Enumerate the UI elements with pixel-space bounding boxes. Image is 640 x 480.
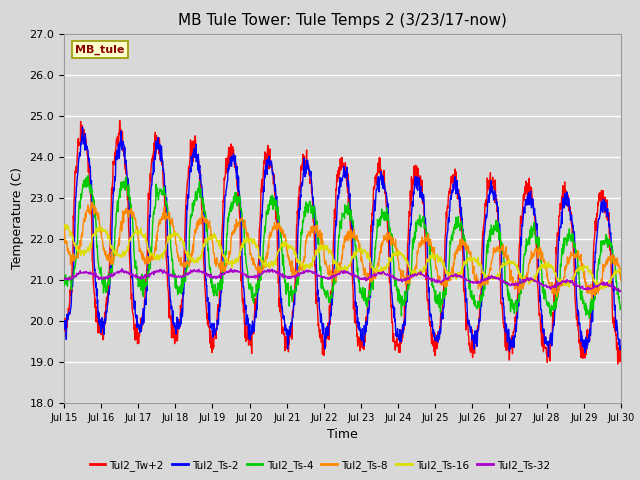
X-axis label: Time: Time [327, 429, 358, 442]
Text: MB_tule: MB_tule [75, 45, 125, 55]
Legend: Tul2_Tw+2, Tul2_Ts-2, Tul2_Ts-4, Tul2_Ts-8, Tul2_Ts-16, Tul2_Ts-32: Tul2_Tw+2, Tul2_Ts-2, Tul2_Ts-4, Tul2_Ts… [86, 456, 554, 475]
Title: MB Tule Tower: Tule Temps 2 (3/23/17-now): MB Tule Tower: Tule Temps 2 (3/23/17-now… [178, 13, 507, 28]
Y-axis label: Temperature (C): Temperature (C) [11, 168, 24, 269]
